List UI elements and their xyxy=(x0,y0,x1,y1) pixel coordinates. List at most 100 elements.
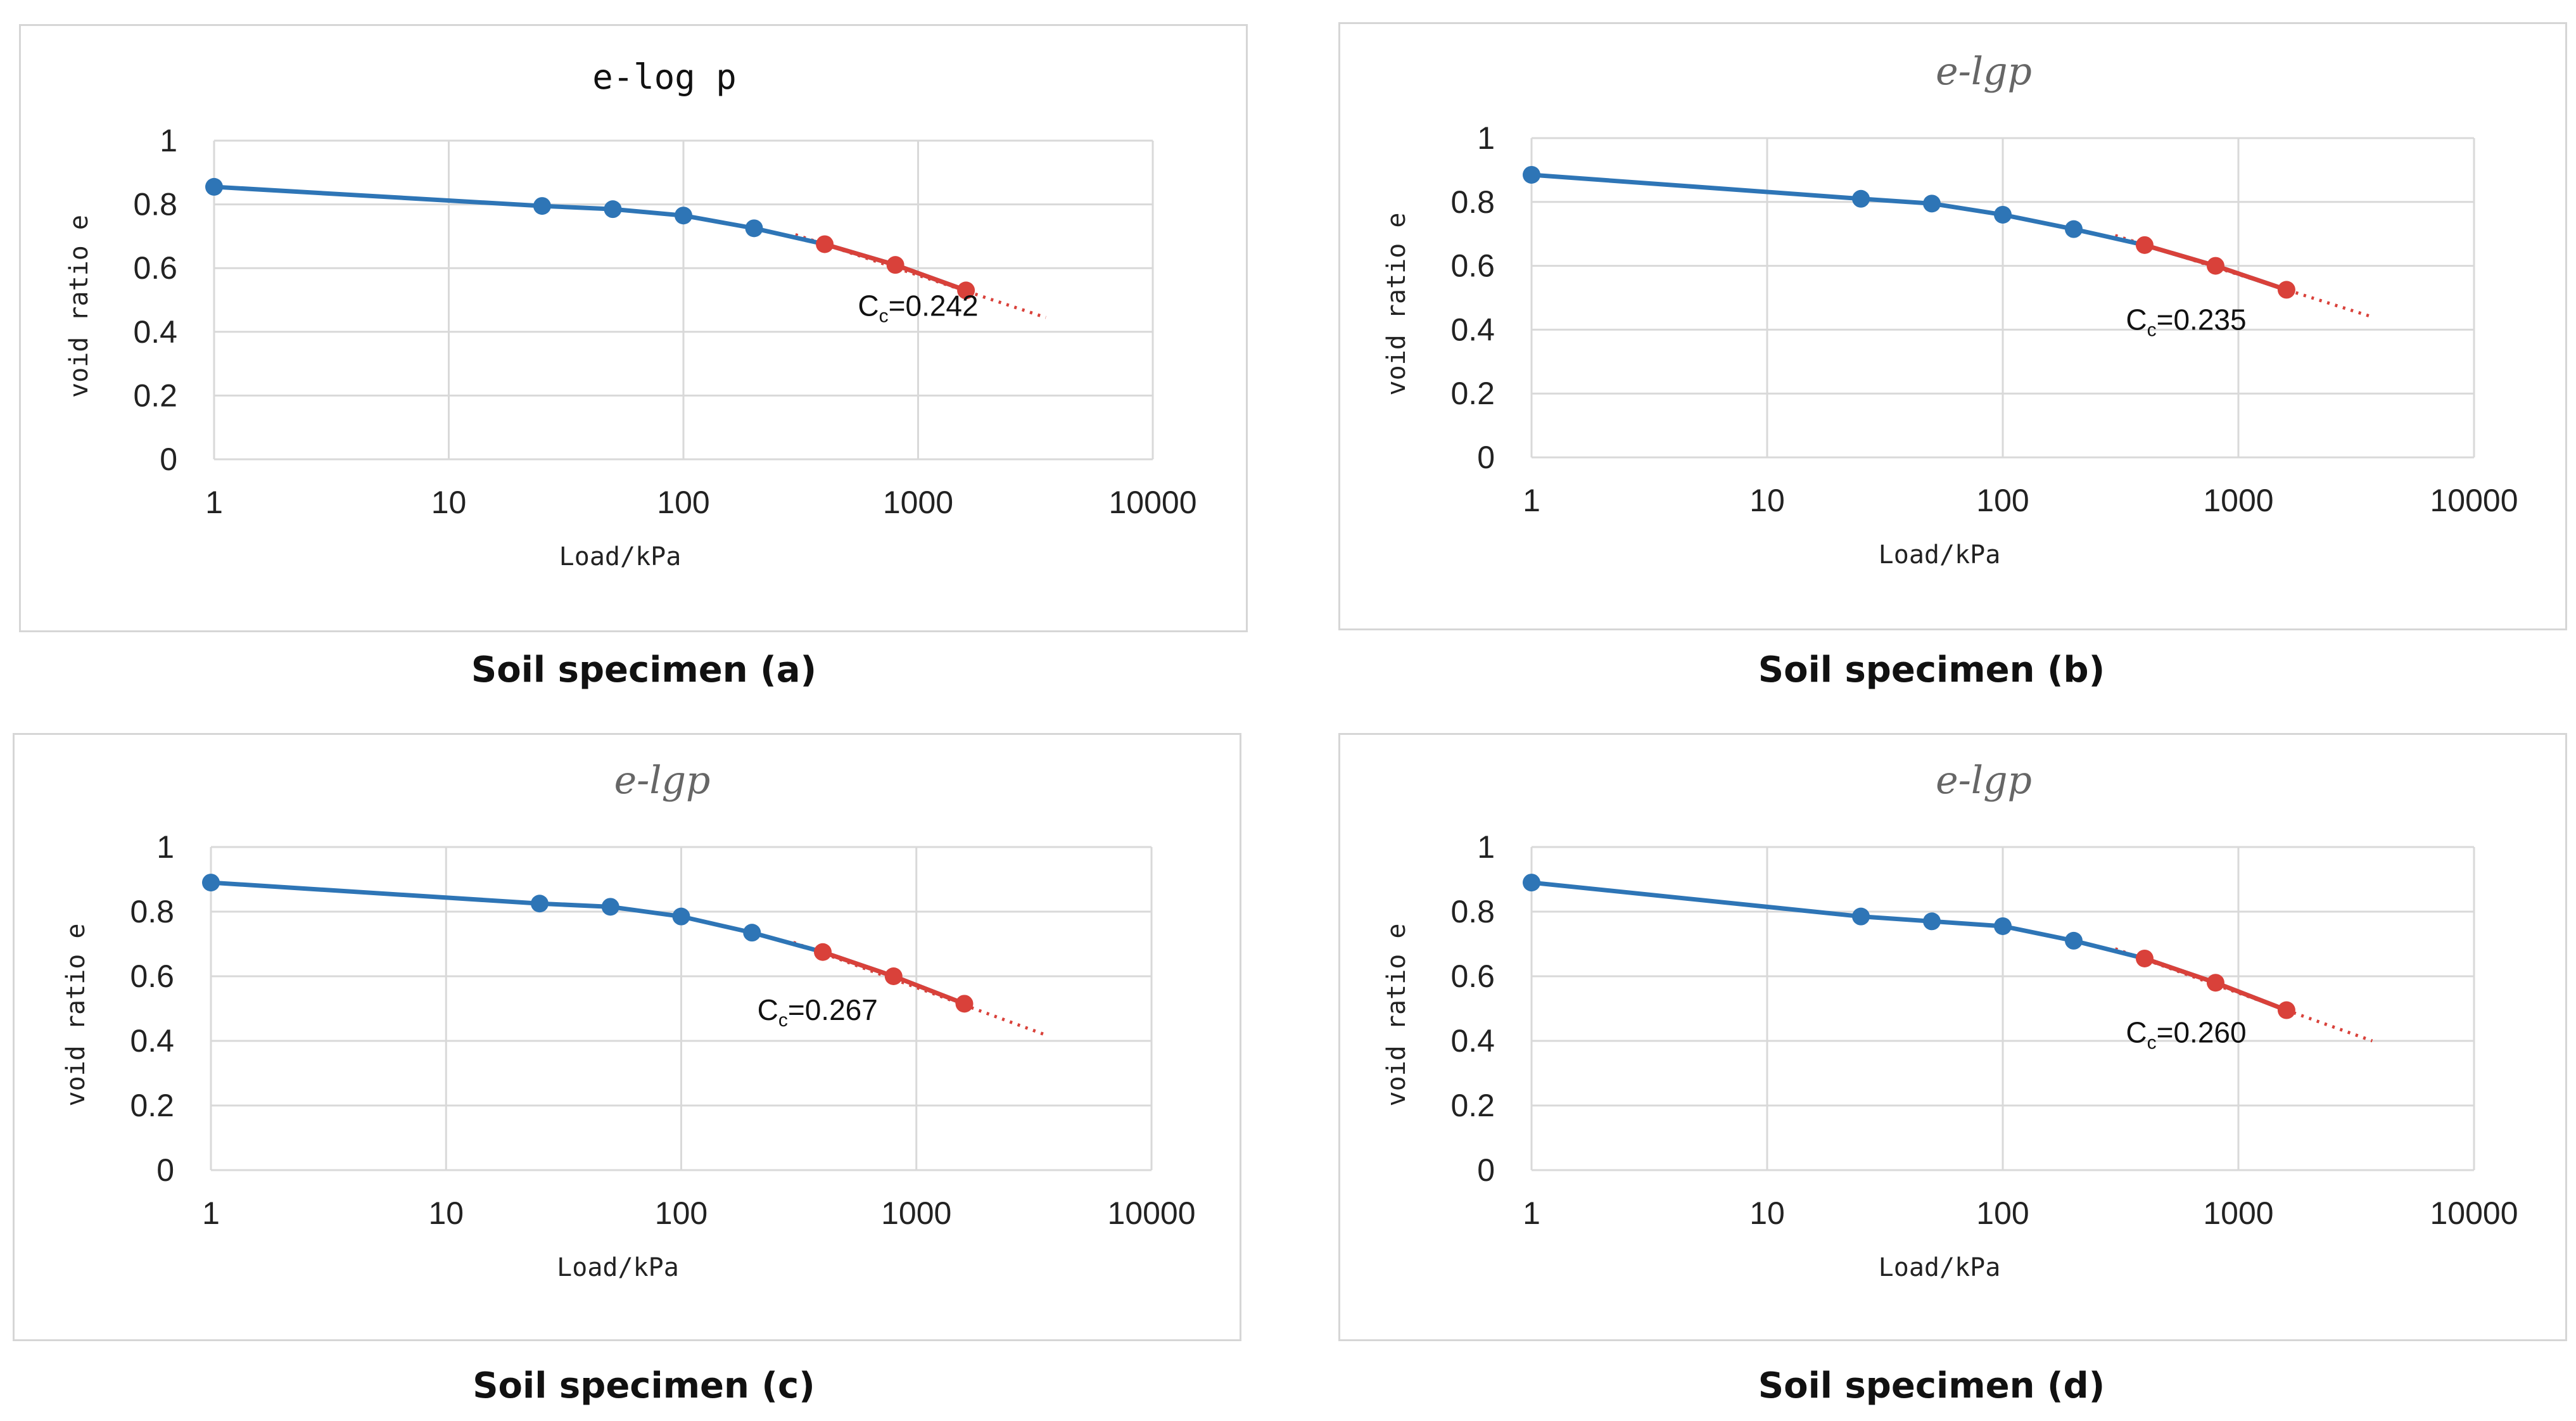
caption-d: Soil specimen (d) xyxy=(1758,1365,2105,1406)
data-point-a-7 xyxy=(957,281,975,300)
ytick-label-d-2: 0.4 xyxy=(1450,1023,1495,1059)
data-point-b-1 xyxy=(1852,189,1870,208)
data-point-c-6 xyxy=(884,967,903,985)
y-axis-label-b: void ratio e xyxy=(1382,213,1411,396)
series-line-d xyxy=(1531,880,2288,1012)
data-point-b-4 xyxy=(2064,220,2083,238)
data-point-d-4 xyxy=(2064,931,2083,950)
data-point-d-0 xyxy=(1523,874,1540,892)
data-point-d-1 xyxy=(1852,907,1870,926)
ytick-label-c-4: 0.8 xyxy=(130,894,174,929)
x-axis-label-c: Load/kPa xyxy=(557,1253,679,1282)
ytick-label-a-3: 0.6 xyxy=(133,250,177,286)
series-line-c xyxy=(210,880,965,1006)
xtick-label-a-0: 1 xyxy=(205,485,223,520)
cc-annotation-c: Cc=0.267 xyxy=(758,993,878,1031)
y-axis-label-c: void ratio e xyxy=(61,924,91,1107)
data-point-c-7 xyxy=(955,995,974,1013)
xtick-label-b-0: 1 xyxy=(1523,483,1540,518)
ytick-label-a-0: 0 xyxy=(160,442,177,477)
chart-panel-a-frame xyxy=(19,24,1248,632)
xtick-label-b-3: 1000 xyxy=(2203,483,2273,518)
xtick-label-c-3: 1000 xyxy=(881,1195,951,1231)
data-point-b-0 xyxy=(1523,165,1540,184)
data-point-d-7 xyxy=(2277,1001,2295,1019)
ytick-label-b-2: 0.4 xyxy=(1450,312,1495,347)
series-line-b xyxy=(1531,172,2288,292)
data-point-d-6 xyxy=(2206,974,2224,992)
xtick-label-c-2: 100 xyxy=(655,1195,707,1231)
xtick-label-a-3: 1000 xyxy=(883,485,953,520)
xtick-label-d-4: 10000 xyxy=(2430,1195,2518,1231)
ytick-label-a-2: 0.4 xyxy=(133,314,177,350)
ytick-label-a-5: 1 xyxy=(160,123,177,158)
x-axis-label-a: Load/kPa xyxy=(559,542,682,571)
data-point-c-5 xyxy=(814,943,832,961)
xtick-label-a-1: 10 xyxy=(431,485,467,520)
data-point-a-0 xyxy=(205,177,223,196)
data-point-b-2 xyxy=(1923,194,1941,213)
chart-title-a: e-log p xyxy=(592,57,737,97)
series-line-a xyxy=(213,184,967,293)
ytick-label-c-3: 0.6 xyxy=(130,959,174,994)
data-point-b-6 xyxy=(2206,257,2224,275)
x-axis-label-b: Load/kPa xyxy=(1879,540,2001,570)
xtick-label-c-4: 10000 xyxy=(1107,1195,1195,1231)
trendline-b xyxy=(2114,234,2373,319)
caption-b: Soil specimen (b) xyxy=(1758,649,2105,691)
data-point-c-4 xyxy=(743,924,761,942)
ytick-label-c-1: 0.2 xyxy=(130,1088,174,1123)
ytick-label-c-2: 0.4 xyxy=(130,1023,174,1059)
ytick-label-d-4: 0.8 xyxy=(1450,894,1495,929)
data-point-c-0 xyxy=(202,874,220,892)
cc-annotation-a: Cc=0.242 xyxy=(858,290,978,327)
y-axis-label-a: void ratio e xyxy=(65,215,94,398)
xtick-label-b-2: 100 xyxy=(1976,483,2029,518)
data-point-c-2 xyxy=(601,898,619,916)
caption-c: Soil specimen (c) xyxy=(473,1365,815,1406)
x-axis-label-d: Load/kPa xyxy=(1879,1253,2001,1282)
xtick-label-d-0: 1 xyxy=(1523,1195,1540,1231)
xtick-label-a-4: 10000 xyxy=(1108,485,1196,520)
xtick-label-d-1: 10 xyxy=(1749,1195,1785,1231)
caption-a: Soil specimen (a) xyxy=(471,649,817,691)
data-point-b-3 xyxy=(1994,205,2012,224)
data-point-a-5 xyxy=(816,235,834,253)
ytick-label-b-0: 0 xyxy=(1477,440,1495,475)
data-point-a-2 xyxy=(604,200,622,219)
ytick-label-d-0: 0 xyxy=(1477,1152,1495,1188)
data-point-a-3 xyxy=(675,207,692,225)
data-point-d-2 xyxy=(1923,912,1941,931)
ytick-label-b-3: 0.6 xyxy=(1450,248,1495,284)
ytick-label-d-5: 1 xyxy=(1477,829,1495,865)
xtick-label-d-3: 1000 xyxy=(2203,1195,2273,1231)
cc-annotation-d: Cc=0.260 xyxy=(2126,1016,2246,1054)
chart-title-b: e-lgp xyxy=(1936,49,2032,94)
ytick-label-c-5: 1 xyxy=(156,829,174,865)
xtick-label-a-2: 100 xyxy=(657,485,709,520)
data-point-a-4 xyxy=(745,219,763,238)
ytick-label-c-0: 0 xyxy=(156,1152,174,1188)
ytick-label-b-1: 0.2 xyxy=(1450,376,1495,411)
chart-panel-d-frame xyxy=(1338,733,2567,1341)
xtick-label-c-0: 1 xyxy=(202,1195,220,1231)
ytick-label-d-1: 0.2 xyxy=(1450,1088,1495,1123)
cc-annotation-b: Cc=0.235 xyxy=(2126,303,2246,340)
chart-title-d: e-lgp xyxy=(1936,758,2032,803)
ytick-label-a-1: 0.2 xyxy=(133,378,177,413)
ytick-label-b-4: 0.8 xyxy=(1450,184,1495,220)
data-point-c-3 xyxy=(672,907,690,926)
data-point-b-5 xyxy=(2135,236,2154,254)
xtick-label-d-2: 100 xyxy=(1976,1195,2029,1231)
xtick-label-b-1: 10 xyxy=(1749,483,1785,518)
y-axis-label-d: void ratio e xyxy=(1382,924,1411,1107)
data-point-d-3 xyxy=(1994,917,2012,935)
data-point-c-1 xyxy=(530,895,549,913)
chart-title-c: e-lgp xyxy=(614,758,711,803)
chart-panel-c-frame xyxy=(13,733,1241,1341)
data-point-b-7 xyxy=(2277,281,2295,299)
ytick-label-b-5: 1 xyxy=(1477,120,1495,156)
data-point-a-1 xyxy=(533,197,551,215)
xtick-label-c-1: 10 xyxy=(428,1195,464,1231)
